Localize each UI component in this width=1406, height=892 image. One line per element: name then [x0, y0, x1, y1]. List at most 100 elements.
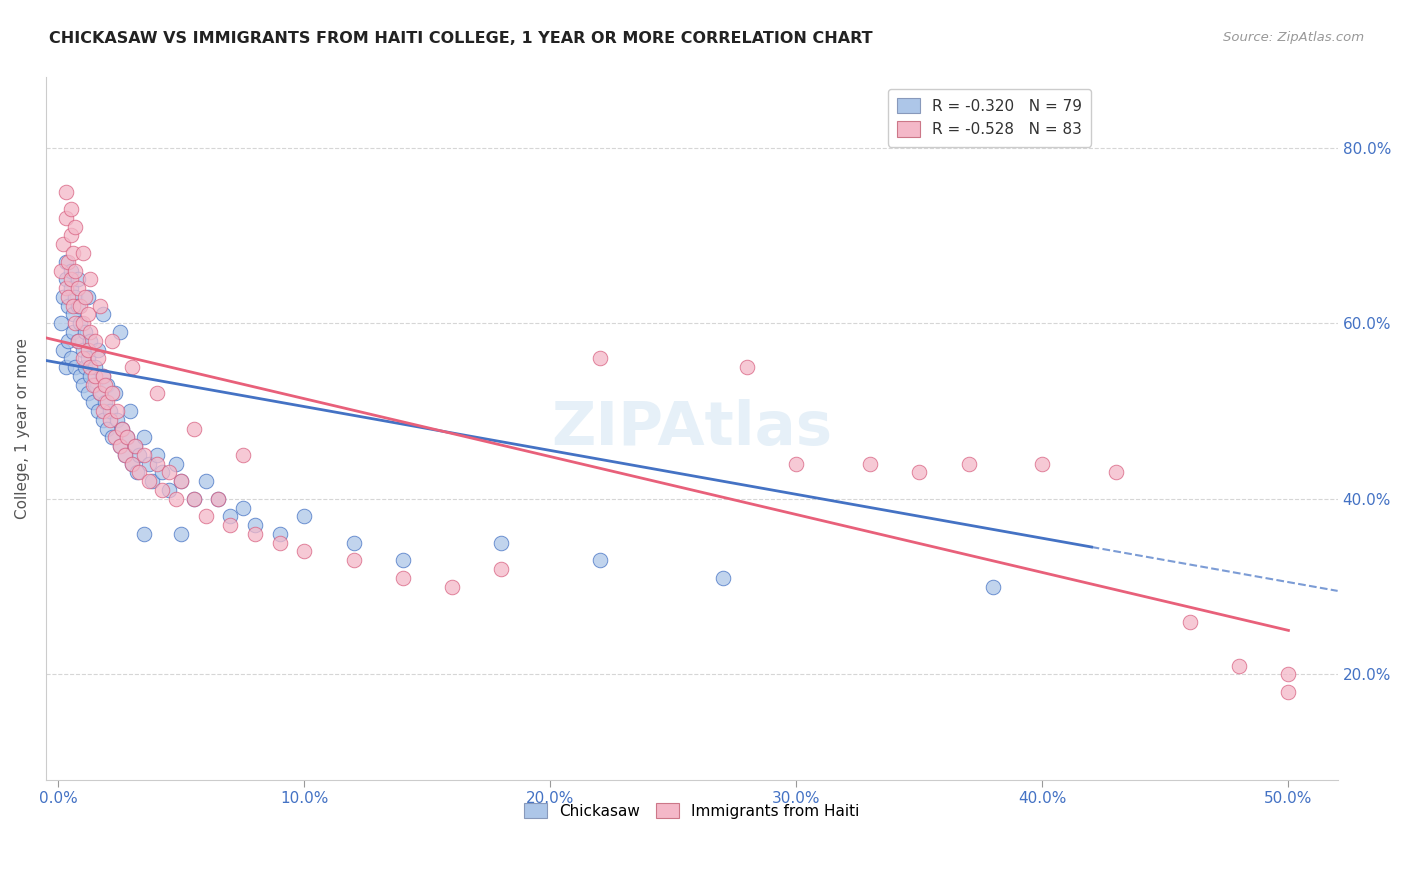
Point [59, 228, 82, 243]
Point [91, 413, 114, 427]
Point [86, 351, 108, 366]
Point [55, 272, 77, 286]
Point [101, 334, 124, 348]
Point [114, 448, 136, 462]
Point [111, 421, 134, 435]
Point [56, 254, 79, 268]
Point [66, 272, 89, 286]
Point [138, 474, 160, 488]
Point [52, 290, 75, 304]
Point [56, 299, 79, 313]
Point [292, 509, 315, 524]
Point [124, 439, 146, 453]
Point [79, 272, 101, 286]
Point [157, 466, 180, 480]
Point [76, 290, 98, 304]
Point [243, 526, 266, 541]
Point [128, 466, 150, 480]
Point [89, 386, 111, 401]
Point [489, 535, 512, 549]
Point [66, 281, 89, 295]
Point [91, 307, 114, 321]
Point [1178, 615, 1201, 629]
Point [440, 580, 463, 594]
Point [59, 272, 82, 286]
Point [134, 526, 156, 541]
Point [1105, 466, 1128, 480]
Point [59, 351, 82, 366]
Point [96, 421, 118, 435]
Point [141, 474, 163, 488]
Point [785, 457, 807, 471]
Point [183, 491, 205, 506]
Point [84, 368, 107, 383]
Point [52, 343, 75, 357]
Point [232, 448, 254, 462]
Legend: Chickasaw, Immigrants from Haiti: Chickasaw, Immigrants from Haiti [519, 797, 865, 824]
Point [104, 430, 127, 444]
Point [101, 430, 124, 444]
Point [115, 430, 138, 444]
Point [292, 544, 315, 558]
Point [69, 368, 91, 383]
Point [75, 325, 97, 339]
Point [269, 526, 291, 541]
Point [91, 404, 114, 418]
Point [91, 368, 114, 383]
Point [957, 457, 980, 471]
Text: Source: ZipAtlas.com: Source: ZipAtlas.com [1223, 31, 1364, 45]
Point [84, 334, 107, 348]
Point [1031, 457, 1053, 471]
Point [69, 299, 91, 313]
Point [124, 439, 146, 453]
Point [66, 334, 89, 348]
Point [735, 360, 758, 375]
Point [111, 421, 134, 435]
Point [69, 316, 91, 330]
Point [86, 404, 108, 418]
Point [76, 351, 98, 366]
Point [121, 457, 143, 471]
Point [114, 448, 136, 462]
Point [65, 290, 87, 304]
Point [86, 343, 108, 357]
Point [59, 263, 82, 277]
Point [134, 430, 156, 444]
Point [165, 457, 187, 471]
Point [84, 360, 107, 375]
Point [145, 448, 167, 462]
Point [82, 395, 104, 409]
Point [232, 500, 254, 515]
Point [108, 325, 131, 339]
Point [170, 526, 193, 541]
Point [62, 246, 84, 260]
Point [165, 491, 187, 506]
Y-axis label: College, 1 year or more: College, 1 year or more [15, 338, 30, 519]
Point [72, 316, 94, 330]
Point [65, 316, 87, 330]
Point [59, 202, 82, 216]
Point [65, 263, 87, 277]
Point [62, 307, 84, 321]
Point [66, 299, 89, 313]
Point [49, 263, 72, 277]
Point [115, 430, 138, 444]
Point [96, 377, 118, 392]
Point [1227, 658, 1250, 673]
Point [138, 457, 160, 471]
Point [55, 211, 77, 225]
Point [207, 491, 229, 506]
Point [62, 299, 84, 313]
Point [72, 377, 94, 392]
Point [82, 377, 104, 392]
Point [219, 509, 242, 524]
Point [194, 509, 217, 524]
Point [194, 474, 217, 488]
Point [55, 185, 77, 199]
Point [391, 553, 413, 567]
Point [150, 466, 173, 480]
Point [89, 299, 111, 313]
Point [105, 413, 128, 427]
Point [145, 386, 167, 401]
Point [98, 413, 121, 427]
